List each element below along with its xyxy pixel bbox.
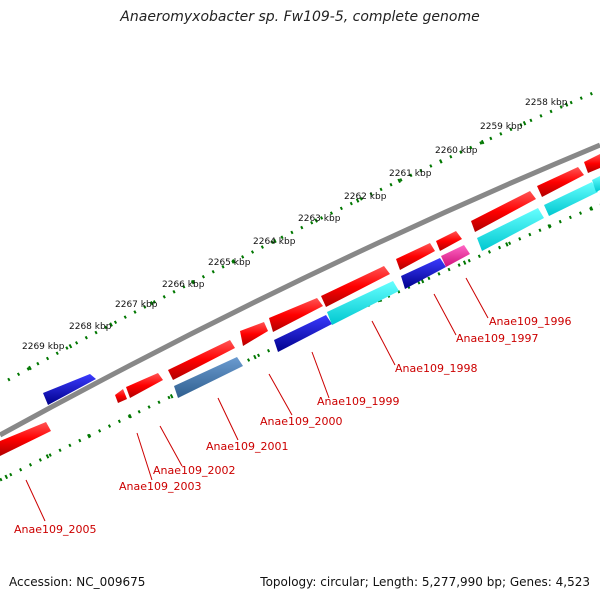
gene-feature[interactable] [477, 208, 544, 251]
gene-feature[interactable] [126, 373, 163, 398]
ruler-label-2258: 2258 kbp [525, 98, 568, 108]
map-title: Anaeromyxobacter sp. Fw109-5, complete g… [120, 9, 480, 25]
ruler-labels: 2258 kbp 2259 kbp 2260 kbp 2261 kbp 2262… [22, 98, 568, 352]
gene-feature[interactable] [471, 191, 536, 232]
gene-feature[interactable] [0, 422, 51, 456]
forward-strand-genes [0, 154, 600, 456]
gene-feature[interactable] [537, 167, 584, 197]
genome-stats: Topology: circular; Length: 5,277,990 bp… [260, 575, 590, 589]
ruler-label-2266: 2266 kbp [162, 280, 205, 290]
label-leaders [25, 277, 489, 522]
gene-feature[interactable] [269, 298, 323, 332]
gene-label-anae109-2005[interactable]: Anae109_2005 [14, 523, 97, 536]
leader-line [371, 320, 396, 366]
leader-line [217, 397, 239, 441]
gene-feature[interactable] [396, 243, 435, 270]
gene-label-anae109-1996[interactable]: Anae109_1996 [489, 315, 572, 328]
gene-feature[interactable] [115, 389, 127, 403]
leader-line [136, 432, 153, 481]
gene-label-anae109-1997[interactable]: Anae109_1997 [456, 332, 539, 345]
genes-label: Genes: [509, 575, 552, 589]
gene-feature[interactable] [592, 176, 600, 192]
length-value: 5,277,990 bp [421, 575, 502, 589]
ruler-label-2263: 2263 kbp [298, 214, 341, 224]
gene-feature[interactable] [240, 322, 268, 346]
ruler-label-2264: 2264 kbp [253, 237, 296, 247]
gene-label-anae109-2003[interactable]: Anae109_2003 [119, 480, 202, 493]
gene-feature[interactable] [274, 315, 332, 352]
gene-label-anae109-1999[interactable]: Anae109_1999 [317, 395, 400, 408]
accession-value: NC_009675 [76, 575, 146, 589]
gene-feature[interactable] [43, 374, 96, 405]
gene-feature[interactable] [327, 281, 399, 325]
leader-line [159, 425, 183, 467]
ruler-label-2269: 2269 kbp [22, 342, 65, 352]
leader-line [433, 293, 457, 336]
ruler-label-2260: 2260 kbp [435, 146, 478, 156]
ruler-label-2262: 2262 kbp [344, 192, 387, 202]
leader-line [311, 351, 330, 399]
gene-feature[interactable] [441, 245, 470, 267]
ruler-label-2265: 2265 kbp [208, 258, 251, 268]
ruler-label-2261: 2261 kbp [389, 169, 432, 179]
accession-label: Accession: [9, 575, 73, 589]
gene-feature[interactable] [168, 340, 235, 380]
gene-feature[interactable] [436, 231, 462, 251]
reverse-strand-genes [174, 176, 600, 398]
gene-labels: Anae109_1996 Anae109_1997 Anae109_1998 A… [14, 315, 572, 536]
ruler-label-2259: 2259 kbp [480, 122, 523, 132]
genome-backbone [0, 142, 600, 438]
leader-line [25, 479, 46, 522]
gene-feature[interactable] [544, 182, 598, 216]
length-label: Length: [372, 575, 419, 589]
gene-feature[interactable] [584, 154, 600, 173]
accession-info: Accession: NC_009675 [9, 575, 145, 589]
genes-value: 4,523 [555, 575, 590, 589]
topology-label: Topology: [260, 575, 317, 589]
gene-feature[interactable] [174, 357, 243, 398]
leader-line [268, 373, 293, 416]
outer-ruler-line [7, 88, 600, 382]
outer-ruler [7, 88, 600, 382]
leader-line [465, 277, 489, 319]
topology-value: circular [320, 575, 365, 589]
gene-label-anae109-2001[interactable]: Anae109_2001 [206, 440, 289, 453]
ruler-label-2267: 2267 kbp [115, 300, 158, 310]
gene-feature[interactable] [401, 258, 446, 289]
gene-feature[interactable] [321, 266, 390, 307]
gene-label-anae109-1998[interactable]: Anae109_1998 [395, 362, 478, 375]
gene-label-anae109-2000[interactable]: Anae109_2000 [260, 415, 343, 428]
gene-label-anae109-2002[interactable]: Anae109_2002 [153, 464, 236, 477]
ruler-label-2268: 2268 kbp [69, 322, 112, 332]
